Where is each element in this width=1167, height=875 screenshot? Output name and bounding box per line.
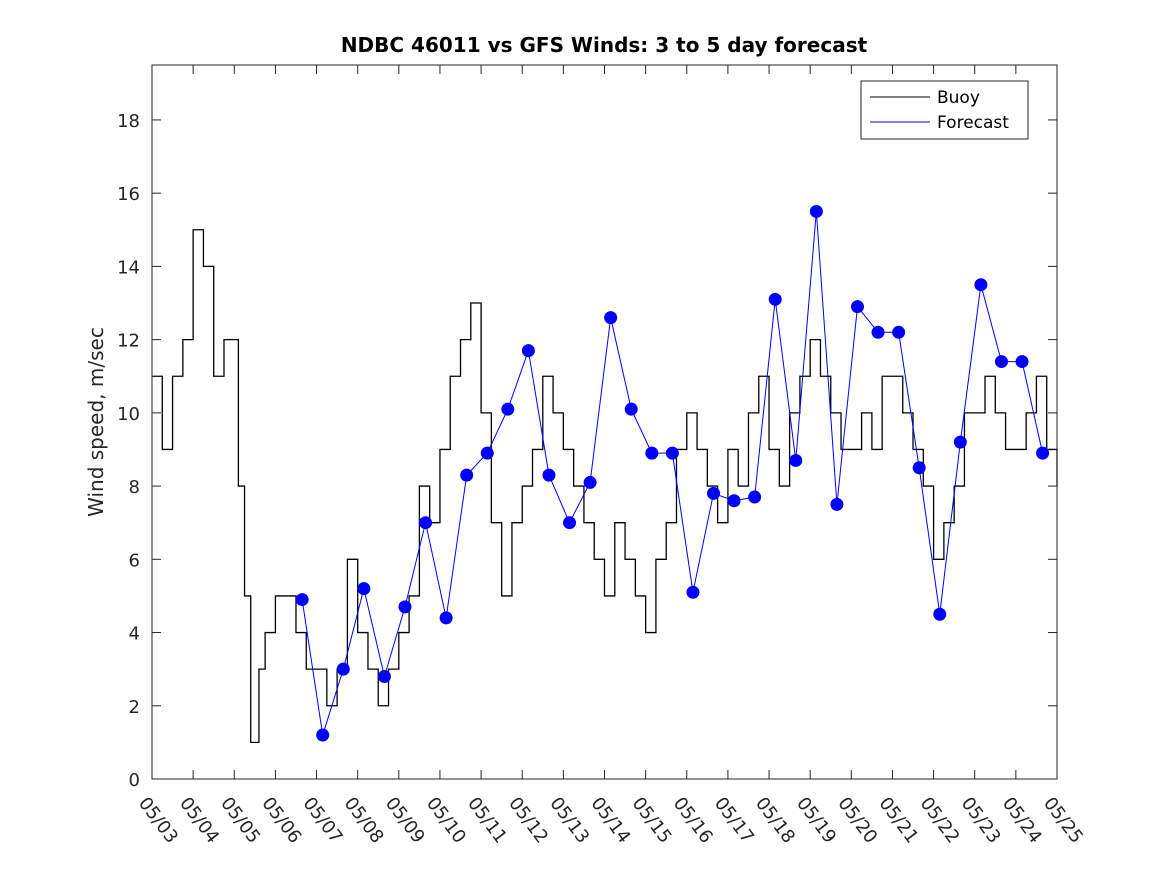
forecast-point bbox=[789, 453, 803, 467]
forecast-point bbox=[727, 494, 741, 508]
y-tick-label: 2 bbox=[129, 697, 140, 718]
x-tick-label: 05/24 bbox=[998, 793, 1046, 847]
forecast-point bbox=[542, 468, 556, 482]
x-tick-label: 05/06 bbox=[257, 793, 305, 847]
forecast-point bbox=[871, 325, 885, 339]
forecast-point bbox=[1015, 355, 1029, 369]
x-tick-label: 05/21 bbox=[874, 793, 922, 847]
data-layer bbox=[152, 204, 1058, 744]
forecast-point bbox=[645, 446, 659, 460]
forecast-point bbox=[748, 490, 762, 504]
x-tick-label: 05/17 bbox=[710, 793, 758, 847]
forecast-point bbox=[933, 607, 947, 621]
forecast-point bbox=[850, 300, 864, 314]
x-tick-label: 05/09 bbox=[381, 793, 429, 847]
forecast-point bbox=[521, 344, 535, 358]
forecast-point bbox=[624, 402, 638, 416]
forecast-point bbox=[377, 669, 391, 683]
plot-background bbox=[152, 65, 1057, 779]
x-tick-label: 05/07 bbox=[299, 793, 347, 847]
forecast-point bbox=[336, 662, 350, 676]
x-tick-label: 05/05 bbox=[216, 793, 264, 847]
forecast-point bbox=[604, 311, 618, 325]
forecast-point bbox=[439, 611, 453, 625]
y-tick-label: 8 bbox=[129, 477, 140, 498]
forecast-point bbox=[892, 325, 906, 339]
y-tick-label: 10 bbox=[117, 404, 140, 425]
legend-label-buoy: Buoy bbox=[937, 88, 980, 108]
forecast-point bbox=[953, 435, 967, 449]
forecast-point bbox=[994, 355, 1008, 369]
legend-label-forecast: Forecast bbox=[937, 113, 1009, 133]
forecast-point bbox=[809, 204, 823, 218]
x-tick-label: 05/16 bbox=[669, 793, 717, 847]
chart-title: NDBC 46011 vs GFS Winds: 3 to 5 day fore… bbox=[341, 33, 868, 57]
x-tick-label: 05/15 bbox=[628, 793, 676, 847]
y-tick-label: 4 bbox=[129, 624, 140, 645]
x-tick-label: 05/25 bbox=[1039, 793, 1087, 847]
x-tick-label: 05/04 bbox=[175, 793, 223, 847]
forecast-point bbox=[912, 461, 926, 475]
x-tick-label: 05/10 bbox=[422, 793, 470, 847]
y-axis-label: Wind speed, m/sec bbox=[84, 327, 108, 517]
forecast-point bbox=[974, 278, 988, 292]
forecast-point bbox=[480, 446, 494, 460]
x-tick-label: 05/12 bbox=[504, 793, 552, 847]
x-tick-label: 05/11 bbox=[463, 793, 511, 847]
x-tick-label: 05/23 bbox=[957, 793, 1005, 847]
x-tick-label: 05/08 bbox=[340, 793, 388, 847]
x-tick-label: 05/19 bbox=[792, 793, 840, 847]
legend-box bbox=[860, 80, 1029, 140]
y-tick-label: 14 bbox=[117, 257, 140, 278]
forecast-point bbox=[295, 593, 309, 607]
series-line-buoy bbox=[152, 229, 1058, 744]
y-tick-label: 16 bbox=[117, 184, 140, 205]
forecast-point bbox=[460, 468, 474, 482]
forecast-point bbox=[583, 475, 597, 489]
forecast-point bbox=[563, 516, 577, 530]
forecast-point bbox=[686, 585, 700, 599]
forecast-point bbox=[357, 582, 371, 596]
y-tick-label: 12 bbox=[117, 331, 140, 352]
x-tick-label: 05/03 bbox=[134, 793, 182, 847]
forecast-point bbox=[830, 497, 844, 511]
x-tick-label: 05/22 bbox=[916, 793, 964, 847]
x-tick-label: 05/14 bbox=[587, 793, 635, 847]
forecast-point bbox=[419, 516, 433, 530]
forecast-point bbox=[1036, 446, 1050, 460]
x-tick-label: 05/20 bbox=[833, 793, 881, 847]
forecast-point bbox=[398, 600, 412, 614]
x-tick-label: 05/13 bbox=[545, 793, 593, 847]
forecast-point bbox=[501, 402, 515, 416]
y-tick-label: 0 bbox=[129, 770, 140, 791]
y-tick-label: 18 bbox=[117, 111, 140, 132]
x-tick-label: 05/18 bbox=[751, 793, 799, 847]
y-tick-label: 6 bbox=[129, 550, 140, 571]
y-axis: 0 2 4 6 8 10 12 14 16 18 bbox=[117, 111, 1057, 791]
forecast-point bbox=[768, 292, 782, 306]
legend: Buoy Forecast bbox=[860, 80, 1029, 140]
forecast-point bbox=[665, 446, 679, 460]
forecast-point bbox=[707, 486, 721, 500]
forecast-point bbox=[316, 728, 330, 742]
